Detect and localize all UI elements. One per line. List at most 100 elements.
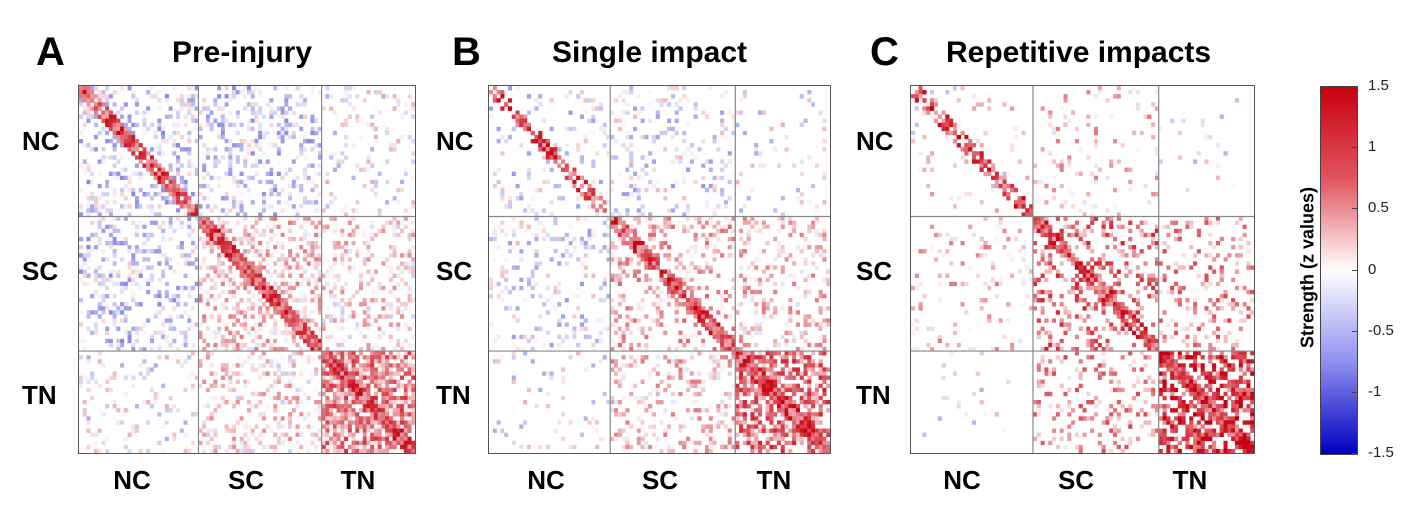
heatmap-cell <box>644 302 649 307</box>
heatmap-cell <box>269 192 274 197</box>
heatmap-cell <box>149 232 154 238</box>
heatmap-cell <box>403 408 408 413</box>
heatmap-cell <box>636 245 641 250</box>
heatmap-cell <box>250 90 255 95</box>
heatmap-cell <box>205 440 210 446</box>
heatmap-cell <box>407 236 412 242</box>
heatmap-cell <box>400 187 405 193</box>
heatmap-cell <box>213 298 218 303</box>
heatmap-cell <box>250 106 255 111</box>
heatmap-cell <box>153 183 158 189</box>
heatmap-cell <box>187 147 192 152</box>
heatmap-cell <box>701 110 706 115</box>
heatmap-cell <box>161 232 166 238</box>
heatmap-cell <box>149 277 154 283</box>
heatmap-cell <box>568 240 573 246</box>
heatmap-cell <box>146 265 151 270</box>
heatmap-cell <box>621 371 626 376</box>
heatmap-cell <box>93 289 98 295</box>
heatmap-cell <box>560 412 566 417</box>
heatmap-cell <box>708 265 713 270</box>
heatmap-cell <box>269 428 274 433</box>
heatmap-cell <box>101 171 106 177</box>
heatmap-cell <box>86 130 91 136</box>
heatmap-cell <box>799 346 804 352</box>
heatmap-cell <box>576 187 581 193</box>
heatmap-cell <box>500 183 505 189</box>
heatmap-cell <box>663 134 668 140</box>
heatmap-cell <box>347 359 352 364</box>
heatmap-cell <box>731 351 736 356</box>
heatmap-cell <box>176 187 181 193</box>
heatmap-cell <box>803 330 808 336</box>
heatmap-cell <box>400 375 405 380</box>
heatmap-cell <box>780 212 785 217</box>
heatmap-cell <box>288 220 293 225</box>
heatmap-cell <box>716 338 721 344</box>
heatmap-cell <box>674 363 679 368</box>
heatmap-cell <box>288 330 293 336</box>
heatmap-cell <box>209 428 214 433</box>
heatmap-cell <box>678 253 683 258</box>
heatmap-cell <box>149 249 154 254</box>
heatmap-cell <box>648 118 653 123</box>
heatmap-cell <box>265 245 270 250</box>
heatmap-cell <box>239 220 244 225</box>
heatmap-cell <box>727 143 732 148</box>
heatmap-cell <box>388 424 393 429</box>
heatmap-cell <box>640 314 645 319</box>
heatmap-cell <box>400 342 405 348</box>
heatmap-cell <box>351 106 356 111</box>
heatmap-cell <box>138 326 143 331</box>
heatmap-cell <box>377 428 382 433</box>
heatmap-cell <box>708 404 713 409</box>
heatmap-cell <box>280 130 285 136</box>
heatmap-cell <box>489 293 494 299</box>
heatmap-cell <box>243 232 248 238</box>
heatmap-cell <box>317 220 322 225</box>
heatmap-cell <box>632 245 638 250</box>
heatmap-cell <box>735 367 740 372</box>
heatmap-cell <box>411 322 415 327</box>
heatmap-cell <box>359 281 364 287</box>
heatmap-cell <box>720 338 725 344</box>
heatmap-cell <box>202 289 207 295</box>
heatmap-cell <box>534 187 539 193</box>
heatmap-cell <box>329 293 334 299</box>
heatmap-cell <box>496 245 501 250</box>
heatmap-cell <box>347 444 352 450</box>
heatmap-cell <box>310 371 315 376</box>
heatmap-cell <box>739 208 744 213</box>
heatmap-cell <box>79 379 84 384</box>
heatmap-cell <box>228 122 233 128</box>
heatmap-cell <box>198 322 203 327</box>
heatmap-cell <box>112 155 117 160</box>
heatmap-cell <box>526 224 531 230</box>
heatmap-cell <box>172 249 177 254</box>
heatmap-cell <box>310 334 315 340</box>
heatmap-cell <box>632 249 638 254</box>
heatmap-cell <box>127 257 132 262</box>
heatmap-cell <box>213 163 218 168</box>
heatmap-cell <box>765 224 770 230</box>
heatmap-cell <box>396 371 401 376</box>
heatmap-cell <box>142 240 147 246</box>
heatmap-cell <box>217 314 222 319</box>
heatmap-cell <box>247 102 252 107</box>
heatmap-cell <box>235 257 240 262</box>
heatmap-cell <box>332 371 337 376</box>
heatmap-cell <box>310 245 315 250</box>
heatmap-cell <box>187 130 192 136</box>
heatmap-cell <box>205 216 210 221</box>
heatmap-cell <box>538 444 543 450</box>
heatmap-cell <box>542 224 547 230</box>
heatmap-cell <box>82 346 87 352</box>
heatmap-cell <box>723 404 728 409</box>
heatmap-cell <box>697 416 702 421</box>
heatmap-cell <box>317 245 322 250</box>
heatmap-cell <box>164 139 169 144</box>
heatmap-cell <box>243 139 248 144</box>
heatmap-cell <box>273 212 278 217</box>
heatmap-cell <box>310 330 315 336</box>
heatmap-cell <box>678 155 683 160</box>
